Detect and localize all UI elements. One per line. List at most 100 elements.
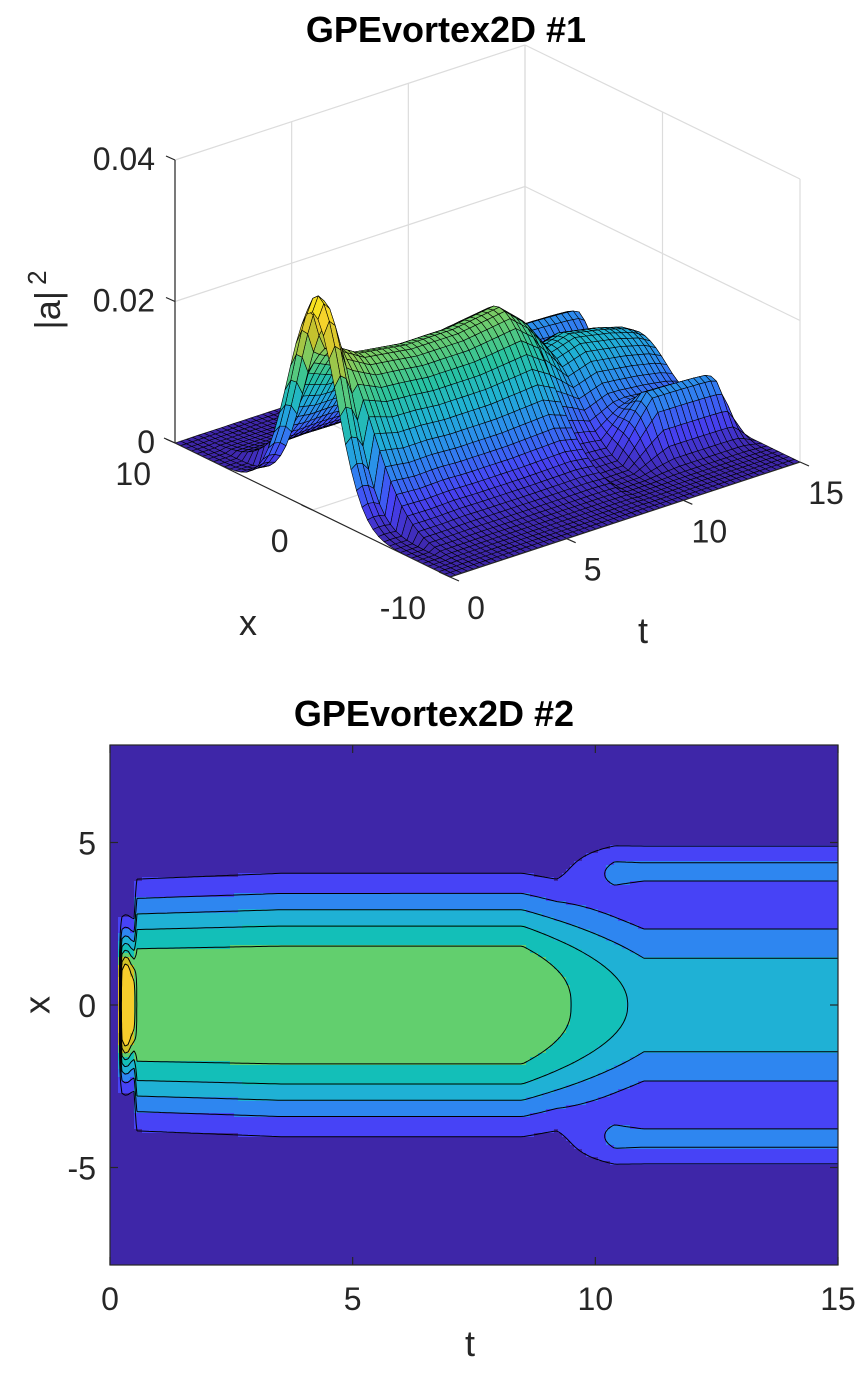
contour-cell [122,861,126,865]
contour-cell [142,1053,146,1057]
contour-cell [126,881,130,885]
contour-cell [130,1001,134,1005]
contour-cell [126,981,130,985]
contour-cell [110,781,114,785]
contour-cell [126,1193,130,1197]
contour-cell [122,909,126,913]
contour-cell [122,985,126,989]
contour-cell [114,853,118,857]
contour-cell [150,1037,154,1041]
contour-cell [162,761,166,765]
contour-cell [130,1217,134,1221]
contour-cell [166,913,170,917]
contour-cell [110,1245,114,1249]
contour-cell [162,849,166,853]
contour-cell [150,1109,154,1113]
contour-cell [146,1217,150,1221]
contour-cell [114,1245,118,1249]
contour-cell [134,1157,138,1161]
contour-cell [154,1033,158,1037]
contour-cell [130,1121,134,1125]
contour-cell [114,889,118,893]
contour-cell [110,985,114,989]
contour-cell [110,897,114,901]
contour-cell [114,1109,118,1113]
contour-cell [122,1137,126,1141]
contour-cell [114,953,118,957]
contour-cell [162,985,166,989]
contour-cell [130,1205,134,1209]
contour-cell [142,821,146,825]
contour-cell [126,1025,130,1029]
contour-cell [122,1029,126,1033]
contour-cell [138,765,142,769]
contour-cell [134,1177,138,1181]
contour-cell [138,993,142,997]
contour-cell [158,1189,162,1193]
contour-cell [150,1001,154,1005]
contour-cell [162,1101,166,1105]
contour-cell [118,1121,122,1125]
contour-cell [150,873,154,877]
t-tick-label: 10 [692,513,728,549]
contour-cell [122,1009,126,1013]
contour-cell [142,1169,146,1173]
contour-cell [166,789,170,793]
contour-cell [118,1237,122,1241]
contour-cell [154,1197,158,1201]
contour-cell [130,1113,134,1117]
contour-cell [154,769,158,773]
contour-cell [138,837,142,841]
contour-cell [114,825,118,829]
contour-cell [126,877,130,881]
contour-cell [114,909,118,913]
contour-cell [138,1185,142,1189]
contour-cell [126,1257,130,1261]
contour-cell [150,829,154,833]
contour-cell [146,969,150,973]
contour-cell [166,793,170,797]
contour-cell [146,757,150,761]
contour-cell [114,1077,118,1081]
contour-cell [154,1249,158,1253]
contour-cell [122,869,126,873]
contour-cell [126,1113,130,1117]
contour-cell [118,1169,122,1173]
contour-cell [114,773,118,777]
contour-cell [110,833,114,837]
contour-cell [126,1101,130,1105]
contour-cell [138,825,142,829]
contour-cell [146,1185,150,1189]
contour-cell [114,1249,118,1253]
contour-cell [114,1073,118,1077]
contour-cell [130,985,134,989]
contour-cell [150,1189,154,1193]
contour-cell [118,745,122,749]
contour-cell [162,1201,166,1205]
contour-cell [118,1205,122,1209]
contour-cell [162,1141,166,1145]
surface-plot: GPEvortex2D #1 051015-1001000.020.04 x t… [22,9,844,651]
contour-cell [162,757,166,761]
contour-cell [122,1201,126,1205]
contour-cell [118,1101,122,1105]
contour-cell [122,769,126,773]
contour-cell [142,849,146,853]
contour-cell [162,841,166,845]
contour-cell [126,765,130,769]
contour-cell [142,937,146,941]
contour-cell [110,1169,114,1173]
contour-cell [166,965,170,969]
z-tick-label: 0 [137,424,155,460]
contour-cell [138,881,142,885]
contour-cell [130,773,134,777]
contour-cell [162,1205,166,1209]
contour-cell [166,1017,170,1021]
contour-cell [110,789,114,793]
contour-cell [146,805,150,809]
contour-cell [134,861,138,865]
contour-cell [142,817,146,821]
contour-cell [166,961,170,965]
contour-cell [162,1053,166,1057]
contour-cell [166,809,170,813]
